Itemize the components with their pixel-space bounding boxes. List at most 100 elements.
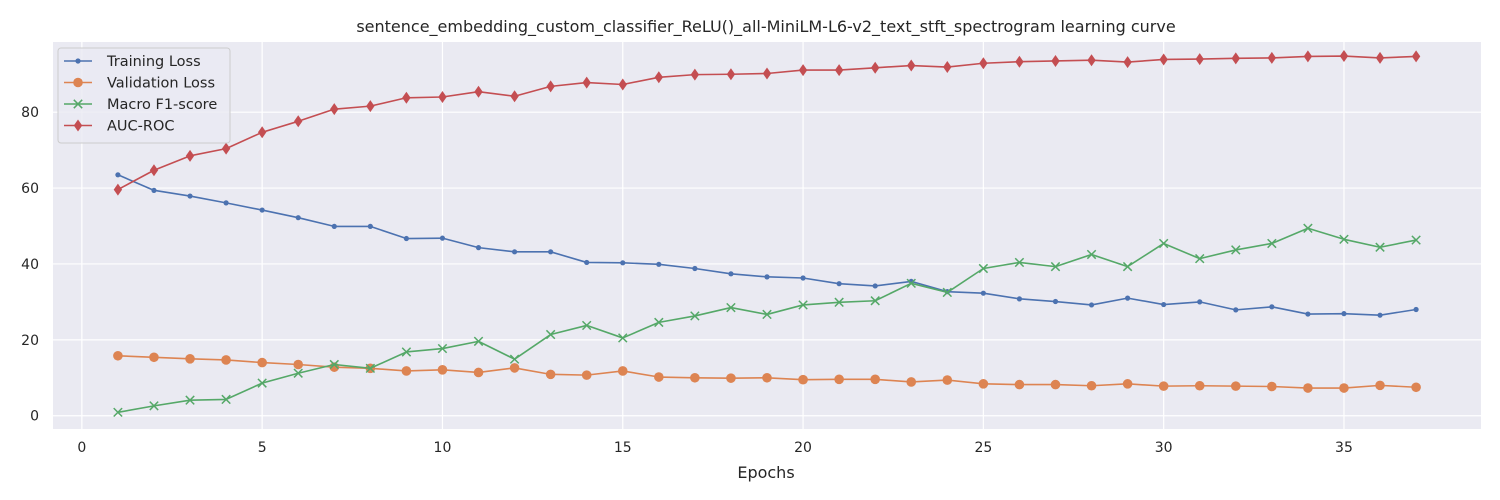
auc-roc-point xyxy=(1375,51,1385,64)
auc-roc-point xyxy=(546,80,555,93)
macro-f1-score-point xyxy=(1086,249,1097,260)
auc-roc-point xyxy=(618,78,627,91)
validation-loss-point xyxy=(1158,381,1169,391)
validation-loss-point xyxy=(978,379,989,389)
training-loss-point xyxy=(1088,302,1095,308)
macro-f1-score-point xyxy=(618,333,628,343)
validation-loss-point xyxy=(798,374,808,385)
auc-roc-point xyxy=(1267,51,1277,64)
legend-marker xyxy=(73,77,83,88)
x-axis-label: Epochs xyxy=(737,463,794,482)
training-loss-point xyxy=(1161,301,1167,308)
x-tick-label: 20 xyxy=(794,440,812,456)
auc-roc-point xyxy=(221,142,231,155)
macro-f1-score-point xyxy=(581,320,592,331)
legend-label: Training Loss xyxy=(106,54,201,70)
auc-roc-point xyxy=(1231,52,1240,65)
macro-f1-score-point xyxy=(906,278,916,289)
training-loss-point xyxy=(187,193,193,199)
macro-f1-score-point xyxy=(1050,261,1061,272)
y-tick-label: 40 xyxy=(21,257,39,273)
auc-roc-point xyxy=(1015,55,1024,68)
x-tick-label: 10 xyxy=(434,440,452,456)
training-loss-point xyxy=(728,271,734,277)
auc-roc-point xyxy=(113,183,123,196)
validation-loss-point xyxy=(113,350,123,361)
auc-roc-point xyxy=(654,71,664,84)
training-loss-point xyxy=(439,235,446,241)
macro-f1-score-point xyxy=(509,354,520,364)
series-auc-roc xyxy=(113,50,1421,196)
validation-loss-point xyxy=(257,357,267,368)
validation-loss-point xyxy=(1122,379,1133,389)
series-lines xyxy=(113,50,1421,418)
axis-ticks: 0 5 10 15 20 25 30 35 0 20 40 60 80 xyxy=(21,105,1353,456)
chart-title: sentence_embedding_custom_classifier_ReL… xyxy=(356,17,1175,37)
validation-loss-point xyxy=(473,367,484,378)
y-tick-label: 20 xyxy=(21,333,39,349)
auc-roc-point xyxy=(1411,50,1421,63)
macro-f1-score-point xyxy=(870,296,880,306)
auc-roc-point xyxy=(149,164,159,177)
auc-roc-point xyxy=(185,149,195,162)
validation-loss-point xyxy=(870,374,880,385)
macro-f1-score-point xyxy=(185,395,195,405)
y-tick-label: 80 xyxy=(21,105,39,121)
auc-roc-point xyxy=(330,103,339,116)
macro-f1-score-point xyxy=(437,343,448,354)
training-loss-point xyxy=(800,275,806,281)
auc-roc-point xyxy=(690,68,700,81)
macro-f1-score-point xyxy=(1375,242,1385,252)
training-loss-point xyxy=(151,187,157,193)
macro-f1-score-point xyxy=(1267,238,1277,249)
validation-loss-point xyxy=(545,369,556,380)
auc-roc-point xyxy=(907,59,916,72)
auc-roc-point xyxy=(1195,53,1204,66)
training-loss-point xyxy=(403,235,409,242)
validation-loss-point xyxy=(1086,380,1097,391)
macro-f1-score-point xyxy=(1411,235,1421,245)
auc-roc-point xyxy=(1051,54,1060,67)
macro-f1-score-point xyxy=(1194,253,1205,264)
training-loss-point xyxy=(511,249,518,255)
training-loss-point xyxy=(1197,299,1203,305)
series-validation-loss xyxy=(113,350,1421,393)
validation-loss-point xyxy=(1014,379,1025,390)
validation-loss-point xyxy=(726,373,736,383)
macro-f1-score-point xyxy=(690,311,700,321)
macro-f1-score-point xyxy=(978,263,989,274)
training-loss-point xyxy=(1016,296,1023,302)
validation-loss-point xyxy=(834,374,844,385)
validation-loss-point xyxy=(906,377,917,387)
x-tick-label: 30 xyxy=(1155,440,1173,456)
x-tick-label: 0 xyxy=(77,440,86,456)
legend-label: AUC-ROC xyxy=(107,119,175,135)
macro-f1-score-point xyxy=(329,359,340,370)
grid-lines xyxy=(53,42,1481,429)
auc-roc-point xyxy=(1087,54,1096,67)
training-loss-point xyxy=(367,223,373,229)
y-tick-label: 60 xyxy=(21,181,39,197)
training-loss-point xyxy=(548,249,554,255)
x-tick-label: 35 xyxy=(1335,440,1353,456)
macro-f1-score-point xyxy=(762,309,772,320)
auc-roc-point xyxy=(870,61,880,74)
macro-f1-score-point xyxy=(654,317,664,328)
auc-roc-point xyxy=(257,126,267,139)
training-loss-point xyxy=(1233,307,1239,313)
auc-roc-point xyxy=(402,91,411,104)
training-loss-point xyxy=(1305,311,1311,317)
macro-f1-score-point xyxy=(1158,238,1169,249)
legend-box xyxy=(57,47,231,144)
legend: Training Loss Validation Loss Macro F1-sco… xyxy=(57,47,231,144)
plot-area xyxy=(53,42,1481,429)
y-tick-label: 0 xyxy=(30,409,39,425)
auc-roc-point xyxy=(726,68,736,81)
macro-f1-score-point xyxy=(221,394,231,405)
auc-roc-point xyxy=(474,85,483,98)
training-loss-point xyxy=(1052,298,1059,305)
auc-roc-point xyxy=(798,64,808,77)
validation-loss-point xyxy=(293,359,304,370)
training-loss-point xyxy=(836,281,842,287)
